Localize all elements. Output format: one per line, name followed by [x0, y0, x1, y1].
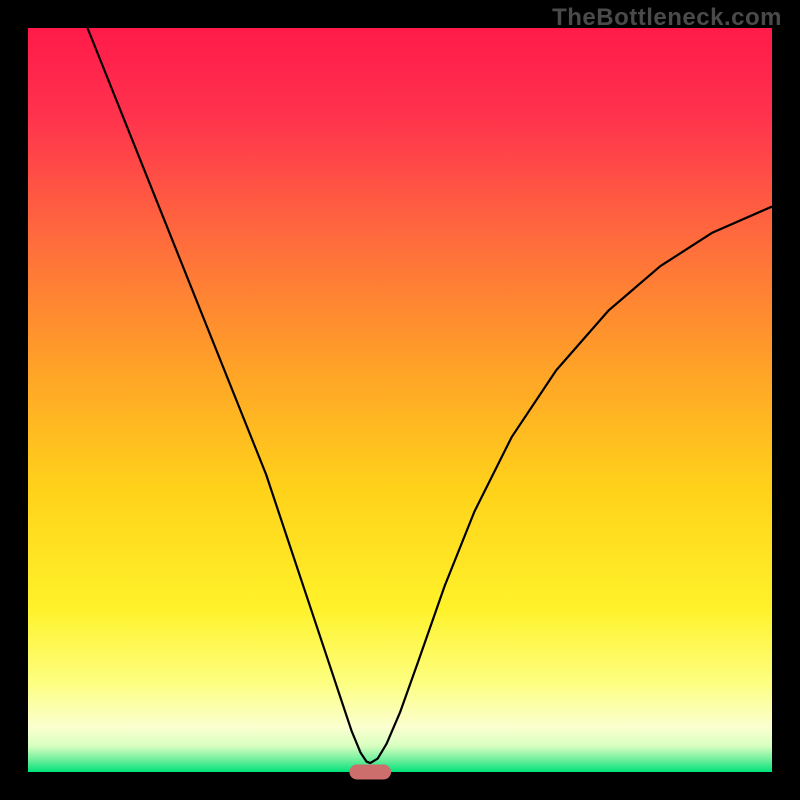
watermark-text: TheBottleneck.com — [552, 4, 782, 32]
chart-container: TheBottleneck.com — [0, 0, 800, 800]
plot-background — [28, 28, 772, 772]
optimal-marker — [349, 765, 391, 780]
bottleneck-chart — [0, 0, 800, 800]
